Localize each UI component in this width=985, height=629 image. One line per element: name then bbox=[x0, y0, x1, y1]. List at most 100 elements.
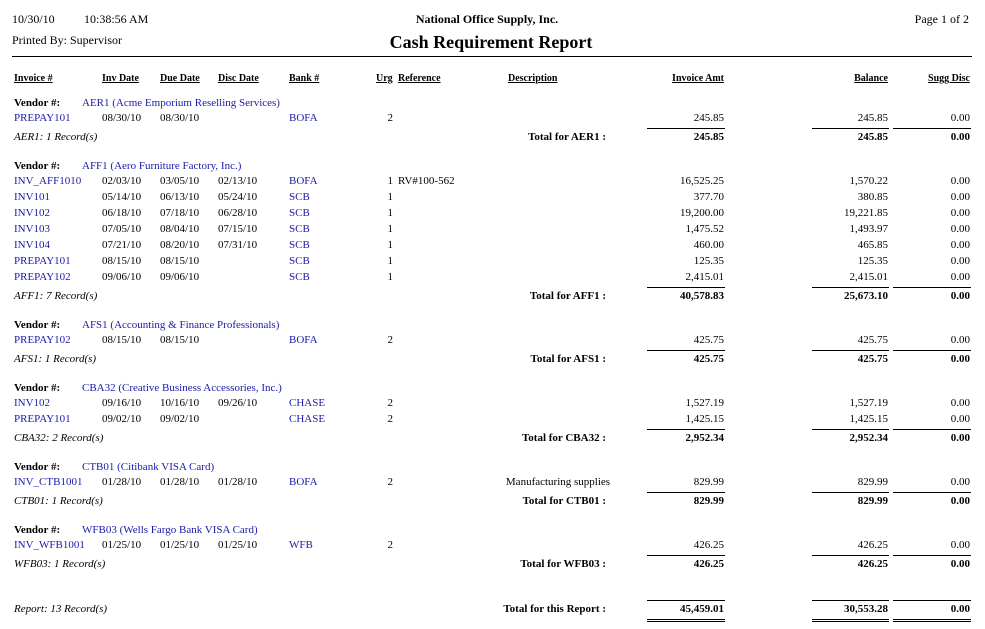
report-total-rule bbox=[893, 619, 971, 620]
vendor-label: Vendor #: bbox=[14, 461, 61, 473]
cell-urg: 1 bbox=[387, 255, 394, 267]
column-header: Due Date bbox=[160, 73, 200, 84]
cell-disc-date: 05/24/10 bbox=[218, 191, 258, 203]
vendor-name: AER1 (Acme Emporium Reselling Services) bbox=[82, 97, 280, 109]
cell-disc-date: 02/13/10 bbox=[218, 175, 258, 187]
cell-sugg-disc: 0.00 bbox=[950, 397, 970, 409]
cell-invoice-amt: 2,415.01 bbox=[685, 271, 725, 283]
cell-balance: 425.75 bbox=[857, 334, 888, 346]
cell-inv-date: 07/21/10 bbox=[102, 239, 142, 251]
total-sugg-disc: 0.00 bbox=[950, 432, 970, 444]
cell-balance: 19,221.85 bbox=[844, 207, 888, 219]
cell-due-date: 08/15/10 bbox=[160, 255, 200, 267]
total-invoice-amt: 245.85 bbox=[693, 131, 724, 143]
cell-inv-date: 05/14/10 bbox=[102, 191, 142, 203]
record-count: CTB01: 1 Record(s) bbox=[14, 495, 103, 507]
cell-bank: SCB bbox=[289, 239, 310, 251]
cell-bank: WFB bbox=[289, 539, 313, 551]
report-total-balance: 30,553.28 bbox=[844, 603, 888, 615]
column-header: Balance bbox=[854, 73, 888, 84]
subtotal-rule bbox=[647, 429, 725, 430]
cell-balance: 1,570.22 bbox=[849, 175, 889, 187]
report-total-rule bbox=[647, 621, 725, 622]
cell-disc-date: 01/28/10 bbox=[218, 476, 258, 488]
cell-invoice: INV_CTB1001 bbox=[14, 476, 83, 488]
cell-balance: 1,527.19 bbox=[849, 397, 889, 409]
column-header: Disc Date bbox=[218, 73, 259, 84]
cell-bank: BOFA bbox=[289, 112, 318, 124]
total-invoice-amt: 829.99 bbox=[693, 495, 724, 507]
cell-disc-date: 06/28/10 bbox=[218, 207, 258, 219]
cell-disc-date: 07/31/10 bbox=[218, 239, 258, 251]
cell-inv-date: 09/06/10 bbox=[102, 271, 142, 283]
cell-invoice-amt: 1,475.52 bbox=[685, 223, 725, 235]
cell-sugg-disc: 0.00 bbox=[950, 191, 970, 203]
report-total-rule bbox=[893, 600, 971, 601]
cell-urg: 2 bbox=[387, 334, 394, 346]
column-header: Bank # bbox=[289, 73, 320, 84]
cell-due-date: 07/18/10 bbox=[160, 207, 200, 219]
cell-invoice: INV103 bbox=[14, 223, 51, 235]
subtotal-rule bbox=[893, 350, 971, 351]
total-sugg-disc: 0.00 bbox=[950, 353, 970, 365]
column-header: Reference bbox=[398, 73, 441, 84]
cell-bank: BOFA bbox=[289, 334, 318, 346]
total-label: Total for AER1 : bbox=[528, 131, 606, 143]
cell-inv-date: 09/16/10 bbox=[102, 397, 142, 409]
print-time: 10:38:56 AM bbox=[84, 12, 149, 26]
total-balance: 2,952.34 bbox=[849, 432, 889, 444]
cell-urg: 1 bbox=[387, 239, 394, 251]
cell-balance: 829.99 bbox=[857, 476, 888, 488]
cell-invoice: INV_WFB1001 bbox=[14, 539, 85, 551]
cell-balance: 465.85 bbox=[857, 239, 888, 251]
cell-disc-date: 01/25/10 bbox=[218, 539, 258, 551]
cell-bank: SCB bbox=[289, 223, 310, 235]
subtotal-rule bbox=[893, 555, 971, 556]
cell-invoice-amt: 1,527.19 bbox=[685, 397, 725, 409]
cell-sugg-disc: 0.00 bbox=[950, 271, 970, 283]
cell-urg: 1 bbox=[387, 191, 394, 203]
cell-urg: 1 bbox=[387, 207, 394, 219]
report-total-rule bbox=[812, 619, 889, 620]
cell-bank: BOFA bbox=[289, 476, 318, 488]
vendor-label: Vendor #: bbox=[14, 97, 61, 109]
subtotal-rule bbox=[647, 350, 725, 351]
total-invoice-amt: 2,952.34 bbox=[685, 432, 725, 444]
cell-urg: 1 bbox=[387, 271, 394, 283]
column-header: Description bbox=[508, 73, 558, 84]
report-total-rule bbox=[647, 600, 725, 601]
cell-urg: 1 bbox=[387, 175, 394, 187]
subtotal-rule bbox=[647, 555, 725, 556]
subtotal-rule bbox=[812, 555, 889, 556]
cell-inv-date: 09/02/10 bbox=[102, 413, 142, 425]
cell-disc-date: 07/15/10 bbox=[218, 223, 258, 235]
cell-inv-date: 07/05/10 bbox=[102, 223, 142, 235]
cell-bank: CHASE bbox=[289, 397, 326, 409]
column-header: Invoice # bbox=[14, 73, 53, 84]
cell-due-date: 08/30/10 bbox=[160, 112, 200, 124]
cell-due-date: 08/20/10 bbox=[160, 239, 200, 251]
vendor-label: Vendor #: bbox=[14, 160, 61, 172]
cell-disc-date: 09/26/10 bbox=[218, 397, 258, 409]
cell-invoice-amt: 245.85 bbox=[693, 112, 724, 124]
cell-sugg-disc: 0.00 bbox=[950, 539, 970, 551]
header-rule bbox=[12, 56, 972, 57]
vendor-label: Vendor #: bbox=[14, 524, 61, 536]
report-total-rule bbox=[893, 621, 971, 622]
cell-invoice: INV104 bbox=[14, 239, 51, 251]
total-balance: 426.25 bbox=[857, 558, 888, 570]
cell-inv-date: 08/30/10 bbox=[102, 112, 142, 124]
subtotal-rule bbox=[812, 429, 889, 430]
cell-inv-date: 06/18/10 bbox=[102, 207, 142, 219]
cell-balance: 426.25 bbox=[857, 539, 888, 551]
cell-urg: 2 bbox=[387, 112, 394, 124]
cell-sugg-disc: 0.00 bbox=[950, 175, 970, 187]
cell-inv-date: 02/03/10 bbox=[102, 175, 142, 187]
cell-bank: SCB bbox=[289, 207, 310, 219]
cell-inv-date: 08/15/10 bbox=[102, 334, 142, 346]
total-label: Total for AFF1 : bbox=[529, 290, 606, 302]
cell-inv-date: 01/25/10 bbox=[102, 539, 142, 551]
cell-invoice-amt: 19,200.00 bbox=[680, 207, 724, 219]
cell-urg: 2 bbox=[387, 539, 394, 551]
total-balance: 245.85 bbox=[857, 131, 888, 143]
